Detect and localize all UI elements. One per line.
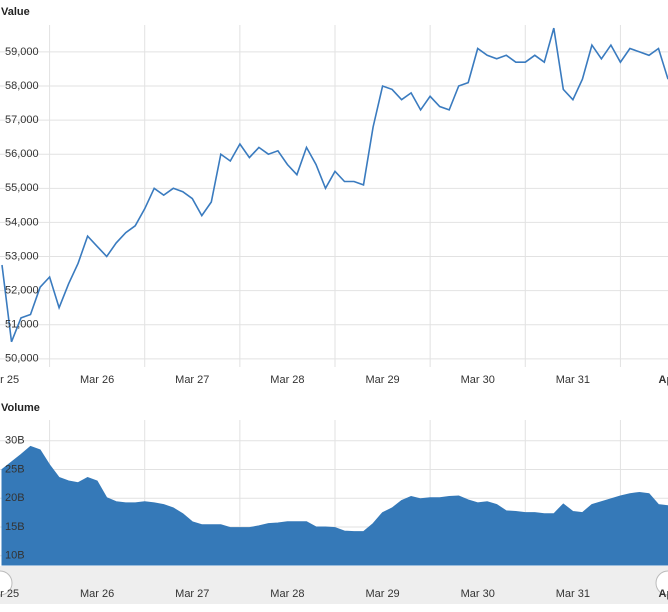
x-tick-label: Mar 29 (365, 588, 399, 600)
x-tick-label: Mar 27 (175, 588, 209, 600)
y-tick-label: 25B (5, 463, 25, 475)
panel-title: Volume (1, 402, 40, 414)
volume-area (1, 445, 668, 566)
y-tick-label: 54,000 (5, 216, 39, 228)
value-line (1, 27, 668, 343)
y-tick-label: 20B (5, 492, 25, 504)
y-tick-label: 51,000 (5, 319, 39, 331)
y-tick-label: 15B (5, 521, 25, 533)
x-tick-label: Mar 27 (175, 374, 209, 386)
y-tick-label: 50,000 (5, 353, 39, 365)
y-tick-label: 52,000 (5, 285, 39, 297)
y-tick-label: 56,000 (5, 148, 39, 160)
y-tick-label: 30B (5, 435, 25, 447)
x-tick-label: Mar 25 (0, 588, 19, 600)
x-tick-label: Mar 25 (0, 374, 19, 386)
scroll-handle-right[interactable] (655, 570, 668, 596)
y-tick-label: 10B (5, 550, 25, 562)
y-tick-label: 57,000 (5, 114, 39, 126)
x-tick-label: Mar 28 (270, 588, 304, 600)
y-tick-label: 53,000 (5, 250, 39, 262)
x-tick-label: Mar 30 (461, 374, 495, 386)
x-tick-label: Apr (659, 374, 668, 386)
y-tick-label: 59,000 (5, 46, 39, 58)
y-tick-label: 58,000 (5, 80, 39, 92)
x-tick-label: Mar 30 (461, 588, 495, 600)
panel-title: Value (1, 6, 30, 18)
x-tick-label: Mar 29 (365, 374, 399, 386)
y-tick-label: 55,000 (5, 182, 39, 194)
scrollbar (0, 566, 668, 604)
scroll-handle-left[interactable] (0, 570, 13, 596)
x-tick-label: Mar 28 (270, 374, 304, 386)
x-tick-label: Apr (659, 588, 668, 600)
x-tick-label: Mar 31 (556, 588, 590, 600)
x-tick-label: Mar 31 (556, 374, 590, 386)
x-tick-label: Mar 26 (80, 374, 114, 386)
x-tick-label: Mar 26 (80, 588, 114, 600)
